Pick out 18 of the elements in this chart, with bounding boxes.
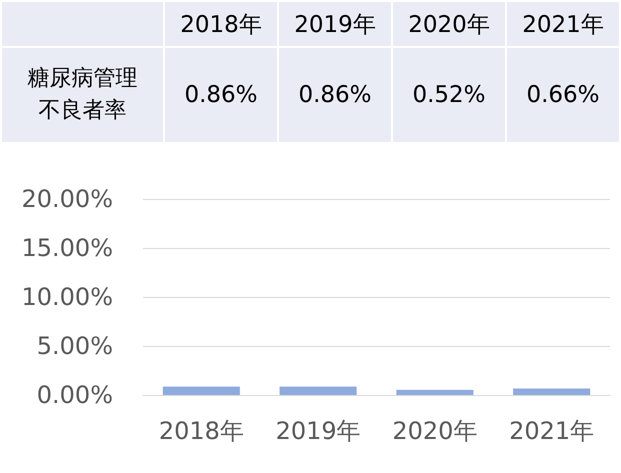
y-tick-label: 10.00% — [21, 283, 113, 311]
x-tick-label: 2018年 — [158, 417, 244, 445]
y-tick-label: 5.00% — [36, 332, 113, 360]
category-label: 2018年 — [180, 12, 262, 38]
data-label: 0.52% — [392, 47, 506, 143]
data-label: 0.86% — [164, 47, 278, 143]
data-label: 0.86% — [278, 47, 392, 143]
x-tick-label: 2021年 — [509, 417, 594, 445]
category-label: 2021年 — [522, 12, 604, 38]
text: 糖尿病管理不良者率 — [26, 65, 138, 125]
category-label: 2019年 — [294, 12, 376, 38]
y-tick-label: 0.00% — [36, 381, 113, 409]
x-tick-label: 2019年 — [276, 417, 361, 445]
x-tick-label: 2020年 — [392, 417, 478, 445]
data-label: 0.66% — [506, 47, 620, 143]
category-label: 2020年 — [408, 12, 490, 38]
y-tick-label: 20.00% — [21, 185, 113, 213]
y-tick-label: 15.00% — [21, 234, 113, 262]
